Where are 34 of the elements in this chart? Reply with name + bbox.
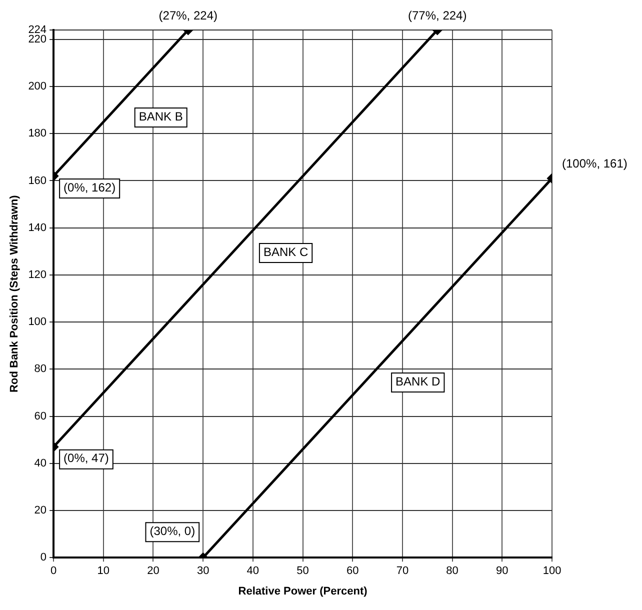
x-axis-title: Relative Power (Percent) xyxy=(238,585,368,598)
annotation: (0%, 162) xyxy=(64,180,116,194)
x-tick-label: 0 xyxy=(50,565,57,578)
y-axis-title: Rod Bank Position (Steps Withdrawn) xyxy=(8,194,21,392)
x-tick-label: 10 xyxy=(97,565,110,578)
annotation: (30%, 0) xyxy=(150,524,196,538)
y-tick-label: 120 xyxy=(28,268,47,281)
x-tick-label: 30 xyxy=(196,565,210,578)
x-tick-label: 20 xyxy=(147,565,160,578)
y-tick-label: 100 xyxy=(28,316,47,328)
y-tick-label: 40 xyxy=(34,457,47,470)
y-tick-label: 80 xyxy=(34,363,47,376)
y-tick-label: 140 xyxy=(28,222,47,234)
annotation: (27%, 224) xyxy=(158,8,218,22)
annotation: (77%, 224) xyxy=(408,8,467,22)
y-tick-label: 0 xyxy=(40,552,47,564)
x-tick-label: 50 xyxy=(296,565,309,578)
y-tick-label: 60 xyxy=(34,410,47,422)
y-tick-label: 160 xyxy=(28,174,47,187)
y-tick-label: 220 xyxy=(28,33,47,46)
y-tick-label: 200 xyxy=(28,80,47,93)
x-tick-label: 60 xyxy=(346,565,359,578)
y-tick-label: 180 xyxy=(28,128,47,140)
y-tick-label: 20 xyxy=(34,504,47,517)
series-label: BANK B xyxy=(138,109,183,124)
x-tick-label: 100 xyxy=(542,565,562,578)
x-tick-label: 40 xyxy=(246,565,260,578)
series-label: BANK C xyxy=(263,244,308,259)
x-tick-label: 80 xyxy=(446,565,458,578)
annotation: (100%, 161) xyxy=(562,156,628,171)
x-tick-label: 90 xyxy=(496,565,508,578)
series-label: BANK D xyxy=(396,374,441,388)
annotation: (0%, 47) xyxy=(64,451,109,466)
x-tick-label: 70 xyxy=(396,565,409,578)
